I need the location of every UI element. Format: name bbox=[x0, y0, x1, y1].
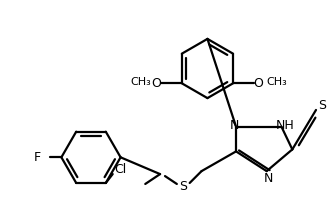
Text: S: S bbox=[318, 99, 326, 112]
Text: NH: NH bbox=[276, 119, 295, 132]
Text: O: O bbox=[151, 77, 161, 90]
Text: N: N bbox=[229, 119, 239, 132]
Text: O: O bbox=[253, 77, 263, 90]
Text: Cl: Cl bbox=[115, 163, 127, 176]
Text: S: S bbox=[179, 180, 187, 193]
Text: CH₃: CH₃ bbox=[130, 77, 151, 87]
Text: CH₃: CH₃ bbox=[266, 77, 287, 87]
Text: F: F bbox=[34, 151, 41, 164]
Text: N: N bbox=[264, 172, 273, 184]
